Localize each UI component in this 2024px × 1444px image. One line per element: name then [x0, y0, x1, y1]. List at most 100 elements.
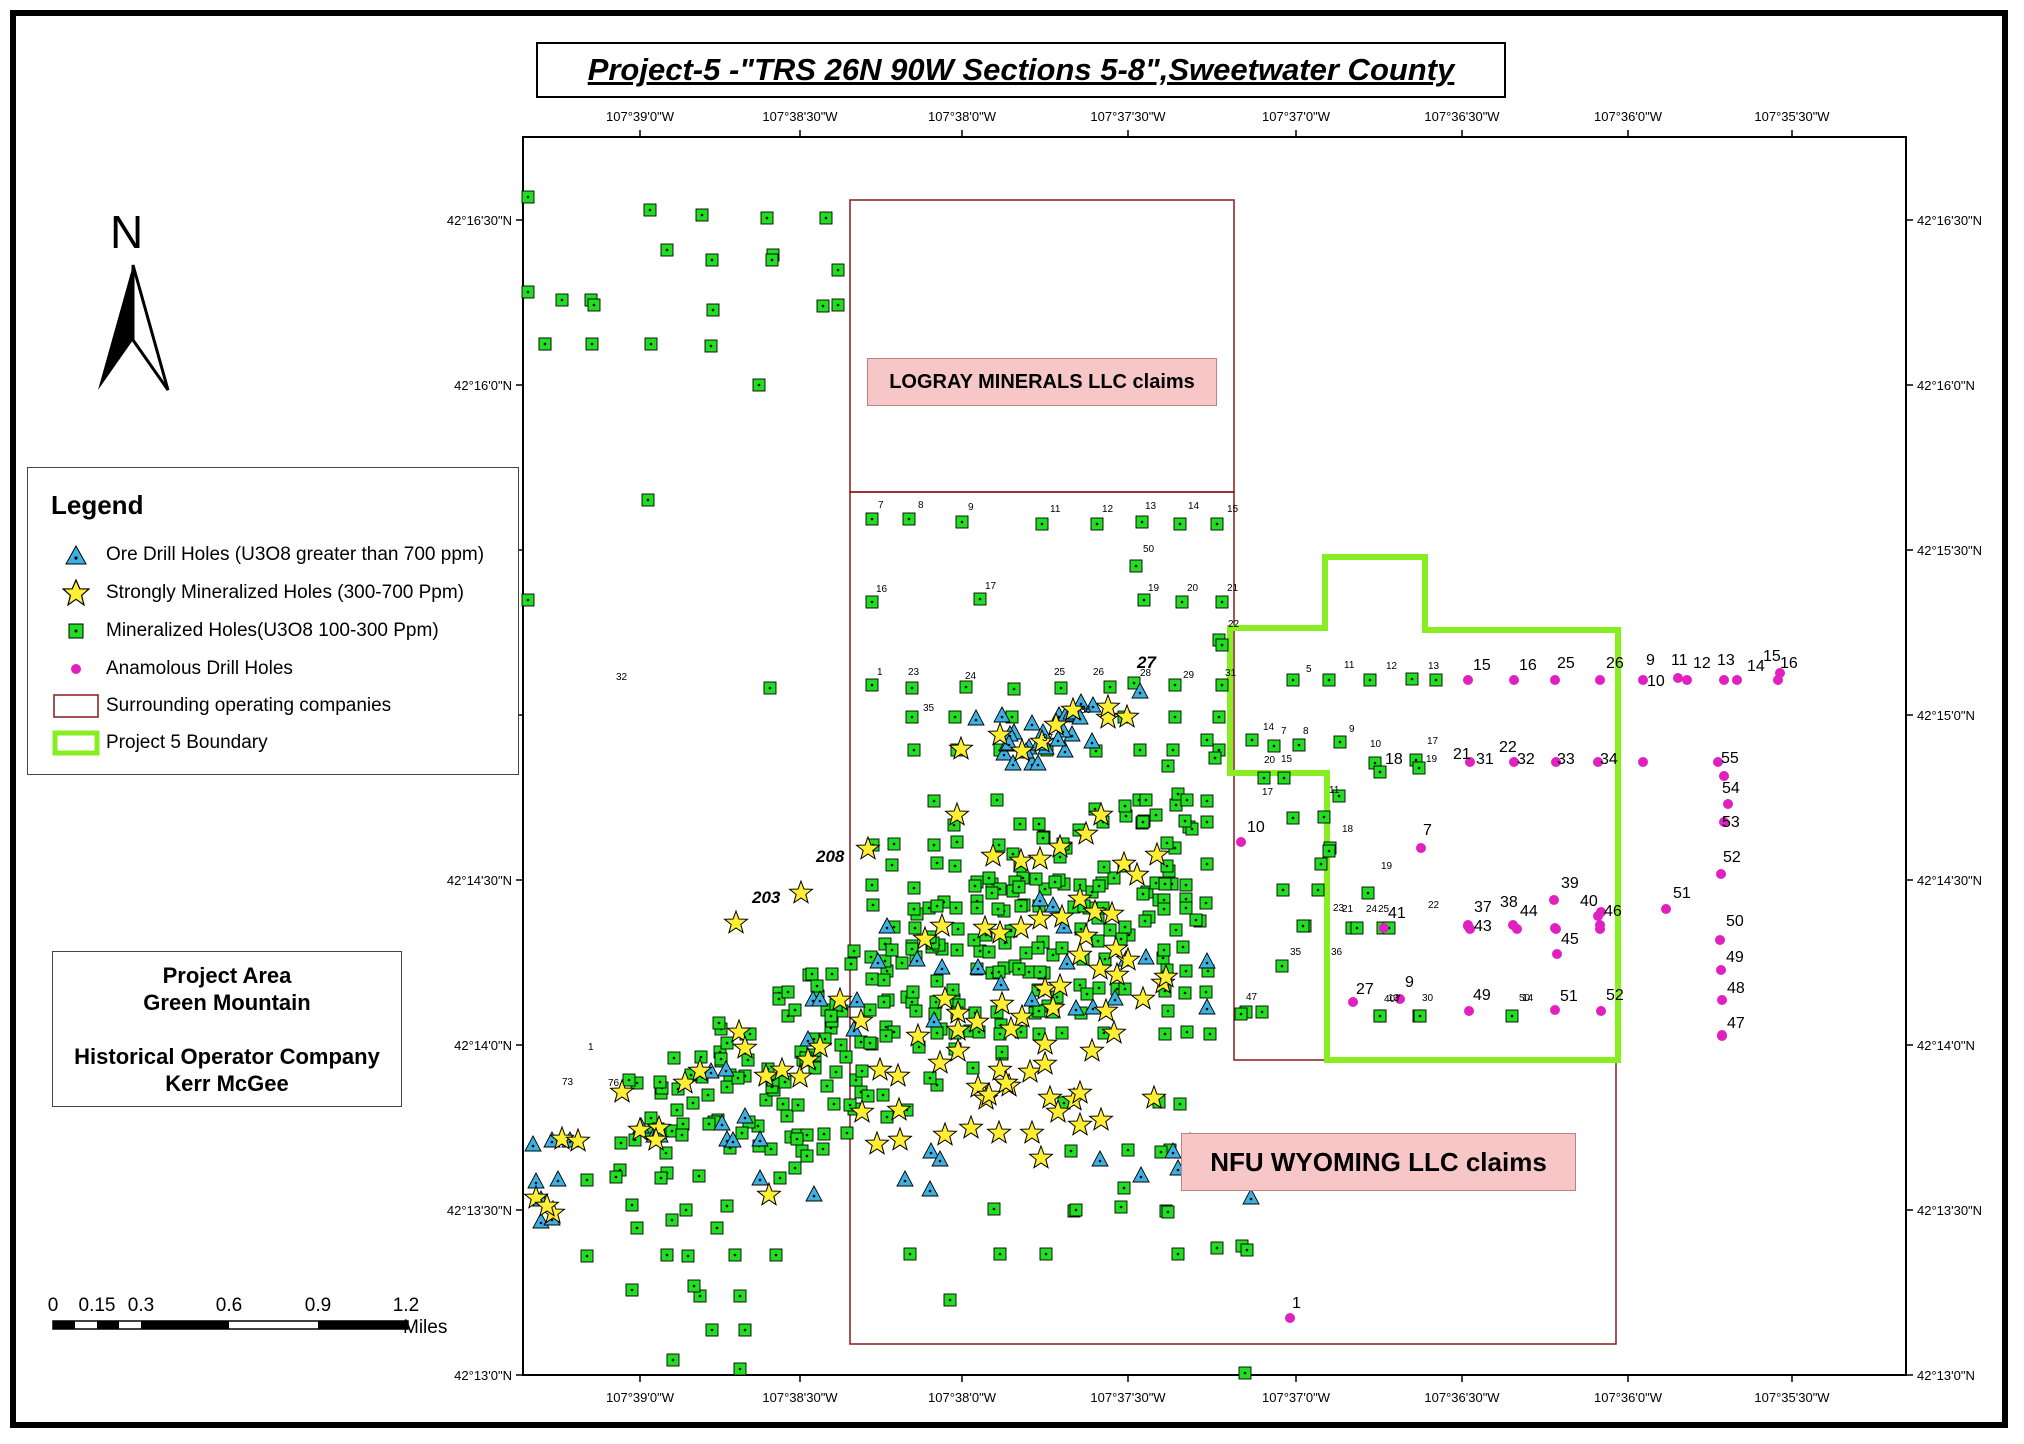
mineralized-hole	[760, 211, 774, 225]
mineralized-hole	[930, 856, 944, 870]
mineralized-hole	[1171, 1247, 1185, 1261]
mineralized-hole	[907, 881, 921, 895]
mineralized-hole	[653, 1075, 667, 1089]
mineralized-hole	[1168, 678, 1182, 692]
mineralized-hole	[728, 1248, 742, 1262]
mineralized-hole	[1031, 941, 1045, 955]
strong-hole	[788, 879, 814, 904]
mineralized-hole	[1412, 761, 1426, 775]
mineralized-hole	[949, 901, 963, 915]
mineralized-hole	[865, 678, 879, 692]
lon-tick-label-bottom: 107°36'0"W	[1594, 1390, 1663, 1405]
mineralized-hole	[765, 253, 779, 267]
hole-label: 24	[965, 671, 977, 682]
hole-label: 49	[1726, 949, 1744, 966]
anomalous-hole	[1550, 1005, 1560, 1015]
strong-hole	[945, 1016, 971, 1041]
hole-label: 12	[1386, 661, 1398, 672]
info-line: Historical Operator Company	[74, 1043, 380, 1069]
strong-hole	[987, 919, 1013, 944]
anomalous-hole	[1719, 771, 1729, 781]
mineralized-hole	[951, 922, 965, 936]
mineralized-hole	[905, 710, 919, 724]
lon-tick-label-bottom: 107°38'0"W	[928, 1390, 997, 1405]
mineralized-hole	[759, 1093, 773, 1107]
strong-hole	[549, 1125, 575, 1150]
ore-hole	[1067, 999, 1085, 1016]
ore-hole	[751, 1169, 769, 1186]
legend-label: Anamolous Drill Holes	[106, 658, 293, 679]
mineralized-hole	[825, 967, 839, 981]
strong-hole	[732, 1034, 758, 1059]
ore-hole	[724, 1131, 742, 1148]
mineralized-hole	[991, 902, 1005, 916]
mineralized-hole	[1136, 887, 1150, 901]
anomalous-hole	[1673, 673, 1683, 683]
hole-label: 208	[815, 847, 845, 866]
mineralized-hole	[687, 1279, 701, 1293]
ore-hole	[1198, 952, 1216, 969]
strong-hole	[795, 1046, 821, 1071]
mineralized-hole	[781, 985, 795, 999]
hole-label: 76	[608, 1078, 620, 1089]
north-arrow-icon	[98, 264, 170, 391]
mineralized-hole	[692, 1169, 706, 1183]
strong-hole	[1103, 935, 1129, 960]
lat-tick-label-right: 42°16'0"N	[1917, 378, 1975, 393]
mineralized-hole	[580, 1249, 594, 1263]
hole-label: 35	[923, 703, 935, 714]
mineralized-hole	[959, 680, 973, 694]
mineralized-hole	[1373, 1009, 1387, 1023]
hole-label: 43	[1474, 918, 1492, 935]
mineralized-hole	[923, 1071, 937, 1085]
mineralized-hole	[1097, 860, 1111, 874]
anomalous-hole	[1716, 965, 1726, 975]
lon-tick-label-top: 107°38'0"W	[928, 109, 997, 124]
anomalous-hole	[1682, 675, 1692, 685]
mineralized-hole	[930, 899, 944, 913]
strong-hole	[1037, 1084, 1063, 1109]
hole-label: 22	[1428, 900, 1440, 911]
ore-hole	[1029, 754, 1047, 771]
anomalous-hole	[1236, 837, 1246, 847]
ore-hole	[1132, 1166, 1150, 1183]
hole-label: 51	[1560, 988, 1578, 1005]
strong-hole	[927, 1049, 953, 1074]
mineralized-hole	[1161, 759, 1175, 773]
mineralized-hole	[538, 337, 552, 351]
mineralized-hole	[585, 337, 599, 351]
strong-hole	[1093, 997, 1119, 1022]
strong-hole	[609, 1078, 635, 1103]
strong-hole	[1101, 1019, 1127, 1044]
ore-hole	[1083, 732, 1101, 749]
ore-hole	[1004, 754, 1022, 771]
nfu-claims-text: NFU WYOMING LLC claims	[1210, 1146, 1547, 1177]
strong-hole	[1088, 1106, 1114, 1131]
mineralized-hole	[769, 1248, 783, 1262]
mineralized-hole	[704, 339, 718, 353]
scale-label: 0.9	[305, 1295, 331, 1316]
lon-tick-label-top: 107°36'30"W	[1424, 109, 1500, 124]
strong-hole	[1060, 696, 1086, 721]
hole-label: 31	[1225, 668, 1237, 679]
strong-hole	[867, 1056, 893, 1081]
hole-label: 9	[1349, 724, 1355, 735]
mineralized-hole	[805, 967, 819, 981]
hole-label: 35	[1290, 947, 1302, 958]
ore-hole	[717, 1060, 735, 1077]
strong-hole	[1027, 905, 1053, 930]
mineralized-hole	[1138, 914, 1152, 928]
ore-hole	[1023, 714, 1041, 731]
anomalous-hole	[1464, 1006, 1474, 1016]
ore-hole	[992, 974, 1010, 991]
hole-label: 41	[1388, 905, 1406, 922]
mineralized-hole	[1199, 896, 1213, 910]
anomalous-hole	[1379, 923, 1389, 933]
mineralized-hole	[1136, 815, 1150, 829]
magenta-dot-icon	[71, 664, 81, 674]
hole-label: 19	[1426, 754, 1438, 765]
mineralized-hole	[1055, 1026, 1069, 1040]
mineralized-hole	[1322, 673, 1336, 687]
mineralized-hole	[865, 595, 879, 609]
hole-label: 28	[1140, 668, 1152, 679]
